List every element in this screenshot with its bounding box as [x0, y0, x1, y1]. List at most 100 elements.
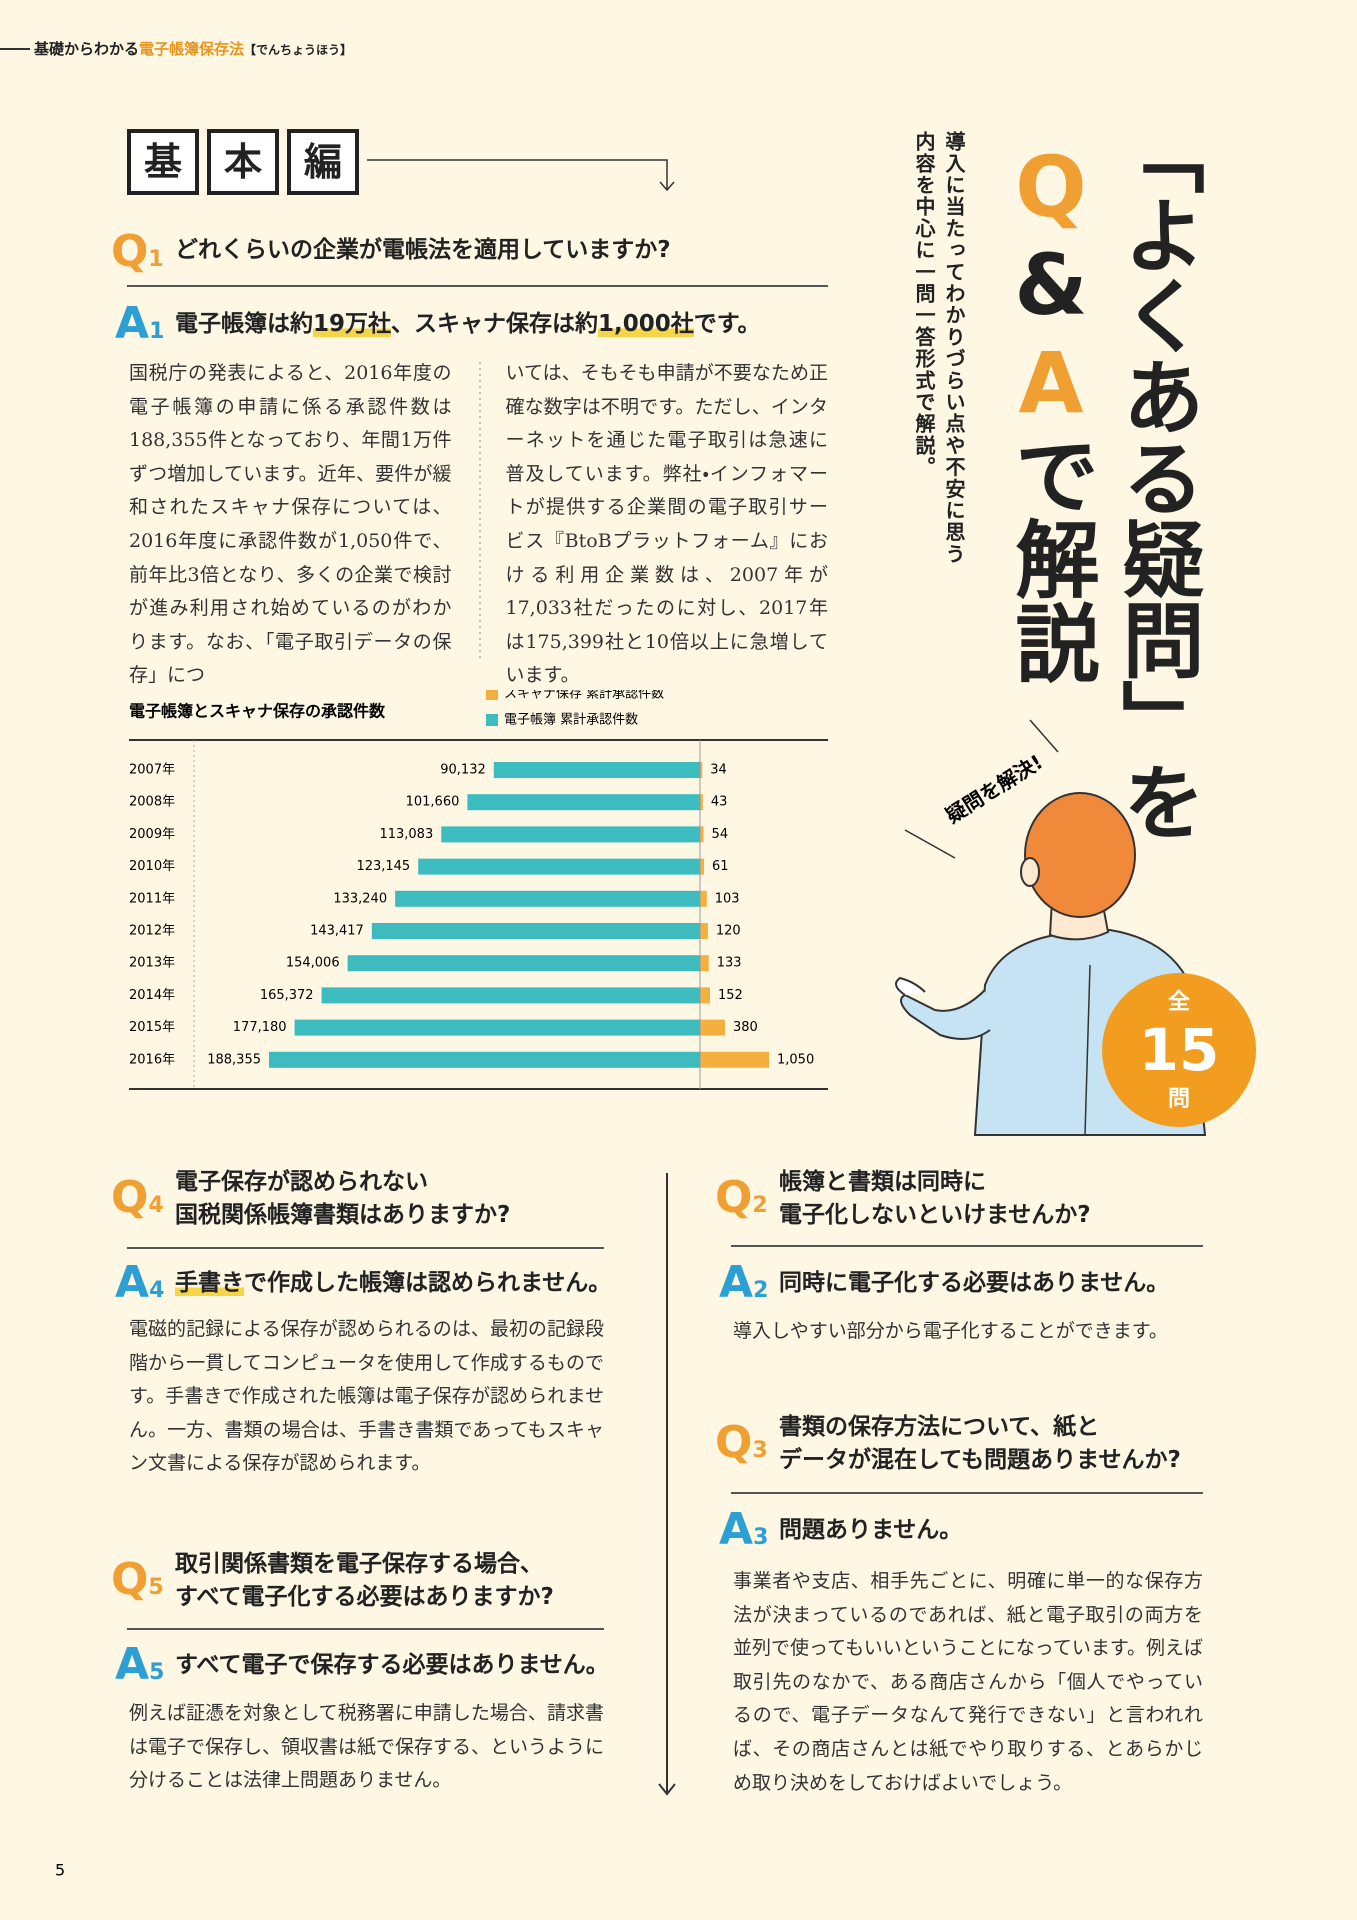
- answer-part: 19万社: [313, 311, 392, 337]
- header-rule: [0, 48, 30, 50]
- bar: [700, 858, 705, 875]
- speech-line: [1029, 719, 1059, 753]
- bar: [467, 794, 700, 811]
- value-label: 188,355: [207, 1052, 261, 1067]
- bar: [294, 1019, 700, 1036]
- header-reading: 【でんちょうほう】: [244, 43, 353, 57]
- bar: [700, 762, 703, 778]
- a-letter: A: [719, 1504, 754, 1555]
- answer-text: すべて電子で保存する必要はありません。: [175, 1648, 609, 1682]
- badge: [1102, 973, 1256, 1127]
- answer-part: で作成した帳簿は認められません。: [244, 1270, 612, 1296]
- question-text: どれくらいの企業が電帳法を適用していますか?: [175, 237, 671, 263]
- section-arrow: [367, 159, 668, 190]
- bar: [700, 955, 709, 972]
- bar: [493, 762, 700, 778]
- a-number: 1: [149, 319, 165, 344]
- value-label: 152: [718, 988, 743, 1003]
- header-highlight: 電子帳簿保存法: [139, 40, 245, 58]
- question-text: データが混在しても問題ありませんか?: [779, 1447, 1181, 1473]
- a-number: 2: [753, 1278, 769, 1303]
- category-label: 2016年: [129, 1052, 175, 1067]
- answer-part: 同時に電子化する必要はありません。: [779, 1270, 1170, 1296]
- a-number: 4: [149, 1278, 165, 1303]
- rule: [127, 1247, 604, 1249]
- bar: [700, 1019, 725, 1036]
- bar: [321, 987, 700, 1004]
- value-label: 165,372: [260, 988, 314, 1003]
- question-label: Q2: [715, 1176, 768, 1228]
- title-part: A: [1002, 334, 1100, 432]
- question-label: Q5: [111, 1558, 164, 1610]
- question-label: Q4: [111, 1176, 164, 1228]
- question-text: 取引関係書類を電子保存する場合、: [175, 1551, 543, 1577]
- q-number: 1: [148, 247, 164, 272]
- value-label: 177,180: [233, 1020, 287, 1035]
- body-text: 電磁的記録による保存が認められるのは、最初の記録段階から一貫してコンピュータを使…: [129, 1318, 604, 1475]
- value-label: 123,145: [356, 859, 410, 874]
- bar: [700, 826, 704, 843]
- answer-part: 手書き: [175, 1270, 244, 1296]
- category-label: 2007年: [129, 763, 175, 778]
- value-label: 120: [716, 924, 741, 939]
- value-label: 43: [711, 795, 728, 810]
- title-part: &: [1002, 236, 1100, 334]
- a-letter: A: [719, 1257, 754, 1308]
- value-label: 380: [733, 1020, 758, 1035]
- running-header: 基礎からわかる電子帳簿保存法【でんちょうほう】: [34, 38, 352, 59]
- question-text: 国税関係帳簿書類はありますか?: [175, 1202, 511, 1228]
- value-label: 133,240: [333, 891, 387, 906]
- body-text: 例えば証憑を対象として税務署に申請した場合、請求書は電子で保存し、領収書は紙で保…: [129, 1702, 605, 1792]
- answer-part: 、スキャナ保存は約: [391, 311, 599, 337]
- value-label: 113,083: [379, 827, 433, 842]
- answer-text: 電子帳簿は約19万社、スキャナ保存は約1,000社です。: [175, 307, 760, 341]
- bar: [700, 794, 703, 811]
- answer-text: 問題ありません。: [779, 1513, 962, 1547]
- category-label: 2011年: [129, 891, 175, 906]
- person-ear: [1020, 857, 1040, 887]
- legend-swatch: [486, 690, 498, 700]
- rule: [127, 285, 828, 287]
- title-part: で解説: [1002, 432, 1100, 684]
- category-label: 2015年: [129, 1020, 175, 1035]
- value-label: 54: [712, 827, 729, 842]
- badge-top: 全: [1168, 989, 1190, 1015]
- question-text: すべて電子化する必要はありますか?: [175, 1584, 554, 1610]
- bar: [371, 923, 700, 939]
- q-letter: Q: [111, 226, 149, 277]
- bar: [700, 890, 707, 907]
- body-text: 導入しやすい部分から電子化することができます。: [733, 1320, 1168, 1342]
- answer-label: A2: [719, 1261, 768, 1313]
- legend-label: 電子帳簿 累計承認件数: [504, 712, 638, 728]
- body-text: 事業者や支店、相手先ごとに、明確に単一的な保存方法が決まっているのであれば、紙と…: [733, 1570, 1203, 1794]
- q-letter: Q: [111, 1554, 149, 1605]
- title-part: Q: [1002, 138, 1100, 236]
- category-label: 2013年: [129, 956, 175, 971]
- question-text: 電子保存が認められない: [175, 1169, 428, 1195]
- value-label: 103: [715, 891, 740, 906]
- speech-line: [904, 829, 956, 859]
- category-label: 2009年: [129, 827, 175, 842]
- question-text: 電子化しないといけませんか?: [779, 1202, 1091, 1228]
- page-number: 5: [55, 1861, 65, 1880]
- bar: [269, 1051, 700, 1068]
- answer-label: A1: [115, 302, 164, 354]
- bar: [700, 987, 710, 1004]
- person-arm: [900, 989, 991, 1040]
- answer-part: 問題ありません。: [779, 1517, 963, 1543]
- speech-text: 疑問を解決!: [942, 750, 1047, 828]
- category-label: 2012年: [129, 924, 175, 939]
- bar: [700, 1051, 769, 1068]
- q-letter: Q: [715, 1417, 753, 1468]
- legend-label: スキャナ保存 累計承認件数: [504, 690, 664, 702]
- value-label: 34: [710, 763, 727, 778]
- a-letter: A: [115, 298, 150, 349]
- bar: [395, 890, 700, 907]
- badge-number: 15: [1139, 1016, 1220, 1084]
- value-label: 90,132: [440, 763, 486, 778]
- category-label: 2008年: [129, 795, 175, 810]
- arrow-head: [659, 181, 675, 192]
- value-label: 1,050: [777, 1052, 814, 1067]
